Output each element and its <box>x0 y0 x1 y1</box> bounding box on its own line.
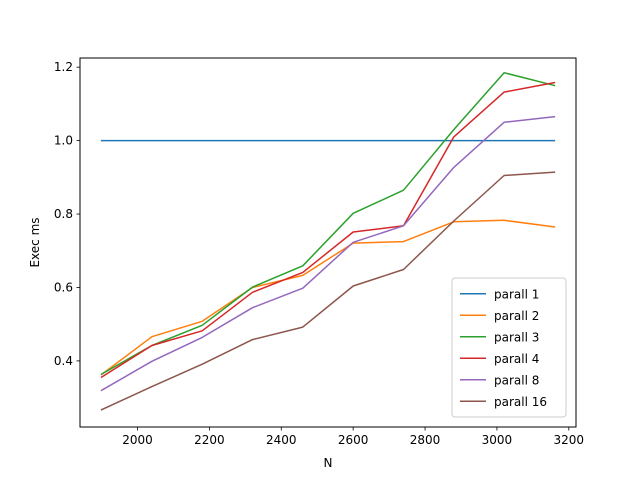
x-tick-label: 2600 <box>338 433 369 447</box>
series-line-5 <box>100 115 556 392</box>
y-axis-label: Exec ms <box>28 217 42 267</box>
y-tick-label: 0.6 <box>54 280 73 294</box>
y-tick-label: 0.8 <box>54 207 73 221</box>
legend-label-6: parall 16 <box>494 395 547 409</box>
legend-label-2: parall 2 <box>494 309 539 323</box>
x-tick-label: 2400 <box>266 433 297 447</box>
series-line-2 <box>100 219 556 376</box>
x-tick-label: 2200 <box>194 433 225 447</box>
y-axis-ticks: 0.4 0.6 0.8 1.0 1.2 <box>54 60 80 368</box>
series-line-4 <box>100 81 556 379</box>
x-tick-label: 2000 <box>122 433 153 447</box>
y-tick-label: 1.2 <box>54 60 73 74</box>
x-tick-label: 3000 <box>482 433 513 447</box>
x-tick-label: 2800 <box>410 433 441 447</box>
series-line-3 <box>100 71 556 376</box>
series-line-6 <box>100 171 556 411</box>
legend-label-3: parall 3 <box>494 330 539 344</box>
x-axis-label: N <box>324 456 333 470</box>
legend-box <box>451 277 567 418</box>
legend-label-1: parall 1 <box>494 287 539 301</box>
legend-label-4: parall 4 <box>494 352 539 366</box>
x-tick-label: 3200 <box>554 433 585 447</box>
y-tick-label: 1.0 <box>54 134 73 148</box>
legend-label-5: parall 8 <box>494 373 539 387</box>
series-lines <box>100 71 556 411</box>
y-tick-label: 0.4 <box>54 354 73 368</box>
x-axis-ticks: 2000 2200 2400 2600 2800 3000 3200 <box>122 427 584 447</box>
plot-frame <box>79 57 577 428</box>
legend: parall 1 parall 2 parall 3 parall 4 parall 8… <box>451 277 567 418</box>
